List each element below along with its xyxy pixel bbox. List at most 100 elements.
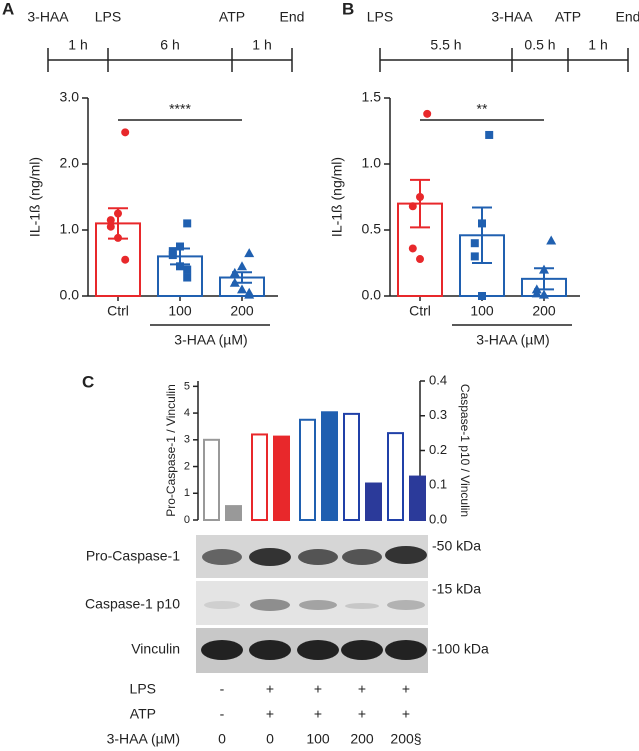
condition-value: 200 <box>350 731 374 747</box>
condition-value: + <box>402 681 410 697</box>
data-point <box>176 242 184 251</box>
y-tick-label: 4 <box>184 407 190 419</box>
data-point <box>229 277 240 287</box>
blot-marker: -100 kDa <box>432 641 489 657</box>
condition-value: + <box>266 681 274 697</box>
bar <box>273 435 290 522</box>
data-point <box>408 202 417 211</box>
data-point <box>106 216 115 225</box>
data-point <box>470 252 479 261</box>
condition-value: + <box>266 706 274 722</box>
condition-value: + <box>358 681 366 697</box>
y-tick-label: 1.0 <box>60 221 80 237</box>
significance-label: ** <box>477 101 488 117</box>
condition-value: 0 <box>266 731 274 747</box>
blot-row-label: Pro-Caspase-1 <box>86 548 180 564</box>
condition-value: - <box>220 681 225 697</box>
data-point <box>121 255 130 264</box>
panel-label: B <box>342 0 354 18</box>
condition-label: LPS <box>130 681 156 697</box>
timeline-duration: 1 h <box>68 37 87 53</box>
timeline-event: ATP <box>555 9 581 25</box>
data-point <box>237 284 247 294</box>
x-tick-label: Ctrl <box>107 303 129 319</box>
data-point <box>485 130 494 139</box>
condition-value: - <box>220 706 225 722</box>
condition-value: + <box>314 681 322 697</box>
y-tick-label: 0 <box>184 514 190 526</box>
data-point <box>539 264 549 274</box>
y-tick-label: 5 <box>184 380 190 392</box>
bar <box>409 475 426 521</box>
data-point <box>183 219 192 228</box>
data-point <box>470 239 479 248</box>
data-point <box>478 292 486 300</box>
bar <box>203 438 220 521</box>
error-bar <box>472 206 492 264</box>
significance-label: **** <box>169 101 191 117</box>
y2-tick-label: 0.0 <box>429 511 447 526</box>
y-tick-label: 0.0 <box>60 287 80 303</box>
panel-label: C <box>82 372 94 391</box>
timeline-event: LPS <box>95 9 121 25</box>
x-tick-label: Ctrl <box>409 303 431 319</box>
timeline-event: LPS <box>367 9 393 25</box>
data-point <box>114 233 122 242</box>
timeline-event: End <box>616 9 639 25</box>
data-point <box>478 219 486 228</box>
data-point <box>237 261 247 271</box>
data-point <box>106 222 115 231</box>
data-point <box>114 209 122 218</box>
y2-tick-label: 0.1 <box>429 477 447 492</box>
bar <box>225 505 242 522</box>
x-tick-label: 100 <box>168 303 192 319</box>
blot-row-label: Vinculin <box>131 641 180 657</box>
y-axis-label: IL-1ß (ng/ml) <box>27 157 43 237</box>
x-tick-label: 200 <box>532 303 556 319</box>
data-point <box>416 193 424 201</box>
data-point <box>408 244 417 253</box>
data-point <box>183 265 192 274</box>
data-point <box>183 273 192 282</box>
bar <box>251 433 268 522</box>
data-point <box>229 267 240 277</box>
timeline-event: 3-HAA <box>491 9 533 25</box>
blot-marker: -50 kDa <box>432 538 481 554</box>
y2-tick-label: 0.3 <box>429 407 447 422</box>
data-point <box>416 255 424 264</box>
condition-label: ATP <box>130 706 156 722</box>
y-tick-label: 2.0 <box>60 155 80 171</box>
blot <box>196 535 428 673</box>
bar <box>387 432 404 521</box>
group-label: 3-HAA (µM) <box>476 332 549 348</box>
y-tick-label: 1 <box>184 487 190 499</box>
x-tick-label: 100 <box>470 303 494 319</box>
timeline-duration: 0.5 h <box>524 37 555 53</box>
data-point <box>423 109 432 118</box>
bar <box>299 418 316 521</box>
y2-tick-label: 0.2 <box>429 442 447 457</box>
data-point <box>531 288 542 298</box>
condition-value: 0 <box>218 731 226 747</box>
y-tick-label: 3.0 <box>60 89 80 105</box>
y-tick-label: 0.0 <box>362 287 382 303</box>
condition-label: 3-HAA (µM) <box>107 731 180 747</box>
timeline-event: ATP <box>219 9 245 25</box>
y2-tick-label: 0.4 <box>429 372 447 387</box>
timeline-event: 3-HAA <box>27 9 69 25</box>
y-tick-label: 1.0 <box>362 155 382 171</box>
data-point <box>168 251 177 260</box>
blot-row-label: Caspase-1 p10 <box>85 596 180 612</box>
condition-value: 100 <box>306 731 330 747</box>
group-label: 3-HAA (µM) <box>174 332 247 348</box>
timeline-duration: 1 h <box>588 37 607 53</box>
data-point <box>244 289 255 299</box>
y-tick-label: 2 <box>184 460 190 472</box>
data-point <box>244 248 255 258</box>
y-axis-label: IL-1ß (ng/ml) <box>329 157 345 237</box>
blot-marker: -15 kDa <box>432 581 481 597</box>
timeline-event: End <box>280 9 305 25</box>
bar <box>321 411 338 521</box>
data-point <box>539 289 549 299</box>
